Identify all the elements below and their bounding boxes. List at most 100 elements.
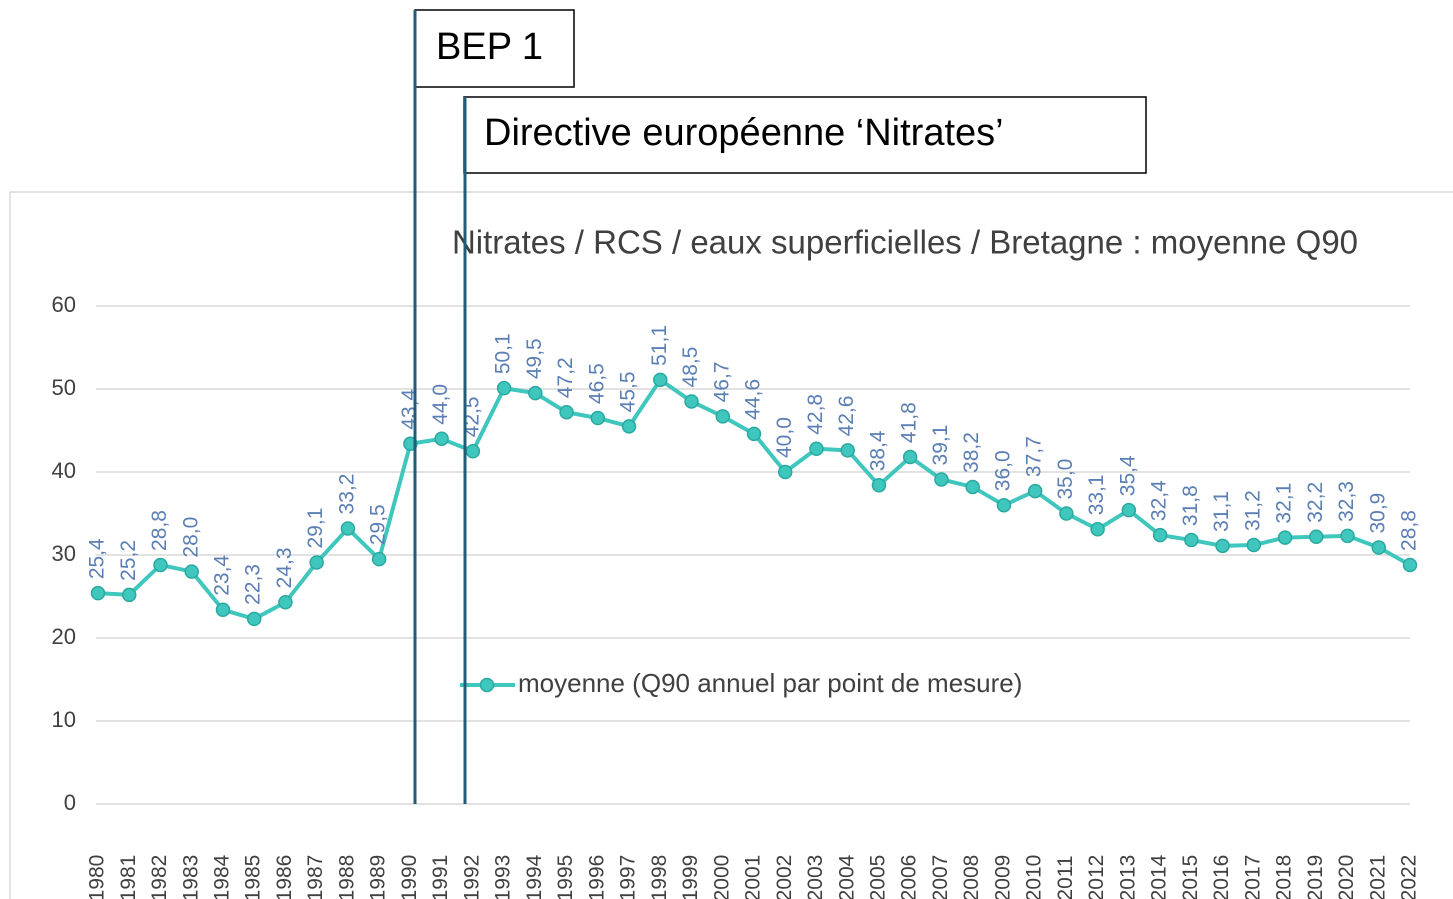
data-label: 25,2 (117, 540, 140, 581)
x-tick-label: 2013 (1116, 855, 1139, 899)
data-point (1121, 502, 1137, 518)
x-tick-label: 1997 (617, 855, 640, 899)
data-point (840, 443, 855, 458)
annotation: Directive européenne ‘Nitrates’ (484, 112, 1004, 154)
legend-label: moyenne (Q90 annuel par point de mesure) (518, 668, 1022, 698)
data-point (715, 409, 731, 424)
data-point (1340, 528, 1355, 544)
data-label: 37,7 (1023, 436, 1046, 477)
data-point (278, 595, 293, 610)
x-tick-label: 2000 (710, 855, 733, 899)
data-point (1215, 538, 1230, 554)
x-tick-label: 2010 (1023, 855, 1046, 899)
data-label: 40,0 (773, 417, 796, 458)
data-label: 32,3 (1335, 481, 1358, 522)
data-point (465, 444, 481, 459)
data-point (809, 441, 824, 457)
data-point (1371, 540, 1387, 555)
y-tick-label: 40 (52, 458, 76, 483)
x-tick-label: 2016 (1210, 855, 1233, 899)
data-label: 33,2 (335, 474, 358, 515)
y-tick-label: 0 (64, 790, 76, 815)
x-tick-label: 1988 (335, 855, 358, 899)
data-label: 47,2 (554, 357, 577, 398)
data-label: 39,1 (929, 425, 952, 466)
data-label: 38,2 (960, 432, 983, 473)
x-tick-label: 2021 (1366, 855, 1389, 899)
data-point (871, 478, 887, 493)
data-point (590, 410, 606, 426)
data-point (934, 472, 949, 487)
data-point (653, 372, 668, 388)
x-tick-label: 1999 (679, 855, 702, 899)
data-label: 31,1 (1210, 491, 1233, 532)
data-point (309, 555, 324, 570)
y-tick-label: 50 (52, 375, 76, 400)
x-tick-label: 2006 (898, 855, 921, 899)
data-label: 35,0 (1054, 459, 1077, 500)
data-point (1059, 506, 1074, 521)
data-label: 49,5 (523, 338, 546, 379)
data-label: 22,3 (242, 564, 265, 605)
data-point (1246, 537, 1262, 553)
x-tick-label: 2014 (1148, 854, 1171, 899)
data-label: 25,4 (86, 538, 109, 579)
x-tick-label: 1998 (648, 855, 671, 899)
chart-title: Nitrates / RCS / eaux superficielles / B… (452, 224, 1358, 261)
data-point (121, 587, 137, 603)
data-label: 32,2 (1304, 482, 1327, 523)
x-tick-label: 1991 (429, 855, 452, 899)
data-label: 50,1 (492, 333, 515, 374)
annotation: BEP 1 (436, 26, 543, 68)
data-label: 33,1 (1085, 474, 1108, 515)
x-tick-label: 1981 (117, 855, 140, 899)
data-label: 31,2 (1241, 490, 1264, 531)
x-tick-label: 1986 (273, 855, 296, 899)
x-tick-label: 2009 (991, 855, 1014, 899)
data-label: 42,8 (804, 394, 827, 435)
data-label: 38,4 (866, 430, 889, 471)
data-label: 23,4 (210, 555, 233, 596)
x-tick-label: 1982 (148, 855, 171, 899)
y-tick-label: 20 (52, 624, 76, 649)
data-label: 28,0 (179, 517, 202, 558)
data-point (371, 551, 387, 567)
data-point (1152, 527, 1168, 543)
x-tick-label: 2015 (1179, 855, 1202, 899)
data-label: 32,1 (1273, 483, 1296, 524)
data-label: 30,9 (1366, 493, 1389, 534)
data-point (746, 426, 762, 442)
data-point (340, 521, 356, 536)
x-tick-label: 2018 (1273, 855, 1296, 899)
data-point (215, 602, 231, 618)
data-label: 29,1 (304, 508, 327, 549)
x-tick-label: 1992 (460, 855, 483, 899)
data-point (90, 585, 106, 601)
data-label: 31,8 (1179, 485, 1202, 526)
data-point (684, 394, 699, 409)
data-label: 24,3 (273, 547, 296, 588)
data-point (559, 404, 574, 420)
x-tick-label: 2008 (960, 855, 983, 899)
data-point (1027, 483, 1043, 499)
data-point (153, 557, 168, 573)
data-label: 44,0 (429, 384, 452, 425)
data-label: 45,5 (617, 371, 640, 412)
data-label: 41,8 (898, 402, 921, 443)
x-tick-label: 1994 (523, 854, 546, 899)
x-tick-label: 2011 (1054, 855, 1077, 899)
data-point (184, 564, 199, 579)
data-label: 36,0 (991, 450, 1014, 491)
x-tick-label: 1996 (585, 855, 608, 899)
x-tick-label: 2019 (1304, 855, 1327, 899)
annotation-box (414, 9, 575, 88)
data-label: 51,1 (648, 325, 671, 366)
data-label: 42,6 (835, 396, 858, 437)
x-tick-label: 1990 (398, 855, 421, 899)
data-point (1402, 557, 1418, 573)
x-tick-label: 2007 (929, 855, 952, 899)
data-label: 32,4 (1148, 480, 1171, 521)
x-tick-label: 1987 (304, 855, 327, 899)
x-tick-label: 1983 (179, 855, 202, 899)
